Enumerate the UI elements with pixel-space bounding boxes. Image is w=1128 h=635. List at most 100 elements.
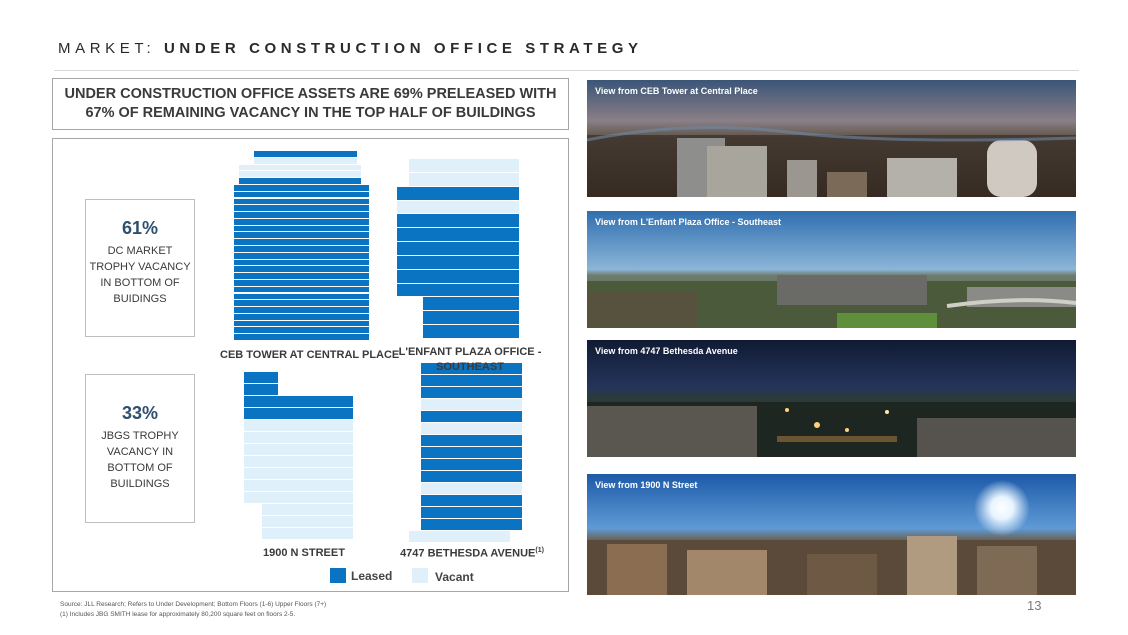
photo-lenfant-view: View from L'Enfant Plaza Office - Southe… [587,211,1076,328]
floor-vacant [421,399,522,410]
legend-leased-swatch [330,568,346,583]
floor-leased [421,519,522,530]
floor-leased [397,214,519,228]
source-text: Source: JLL Research; Refers to Under De… [60,601,327,608]
building-label-1900n: 1900 N STREET [263,547,345,559]
floor-vacant [244,456,353,467]
floor-vacant [421,483,522,494]
stacking-panel [52,138,569,592]
floor-leased [421,435,522,446]
floor-leased [421,387,522,398]
legend-leased-label: Leased [351,569,393,583]
headline-box: UNDER CONSTRUCTION OFFICE ASSETS ARE 69%… [52,78,569,130]
floor-leased [397,255,519,269]
photo-bethesda-view: View from 4747 Bethesda Avenue [587,340,1076,457]
floor-leased [397,242,519,255]
floor-vacant [262,528,353,539]
floor-vacant [262,516,353,527]
floor-leased [234,293,369,300]
floor-vacant [239,164,361,171]
photo-1900n-view: View from 1900 N Street [587,474,1076,595]
building-label-lenfant: L'ENFANT PLAZA OFFICE - SOUTHEAST [398,346,542,373]
floor-leased [421,471,522,482]
title-prefix: MARKET: [58,40,156,57]
floor-vacant [244,432,353,443]
floor-leased [234,212,369,218]
building-1900-n-street [244,372,353,540]
floor-leased [234,279,369,286]
dusk-city-image [587,80,1076,197]
floor-leased [421,447,522,458]
source-footnote: Source: JLL Research; Refers to Under De… [60,600,326,620]
floor-leased [397,283,519,297]
building-label-ceb: CEB TOWER AT CENTRAL PLACE [220,349,400,361]
floor-leased [234,327,369,334]
floor-leased [421,459,522,470]
floor-leased [234,273,369,279]
page-number: 13 [1027,598,1042,613]
floor-vacant [262,504,353,515]
floor-vacant [239,171,361,178]
floor-leased [234,300,369,307]
floor-vacant [244,420,353,431]
floor-leased [234,320,369,327]
photo-caption: View from CEB Tower at Central Place [595,86,758,96]
title-main: UNDER CONSTRUCTION OFFICE STRATEGY [164,40,643,57]
floor-leased [244,372,278,383]
floor-leased [234,259,369,266]
callout-percent: 33% [121,403,159,423]
floor-leased [234,191,369,198]
building-label-4747: 4747 BETHESDA AVENUE(1) [392,547,552,560]
callout-percent: 61% [121,218,159,238]
photo-caption: View from 4747 Bethesda Avenue [595,346,738,356]
building-ceb-tower [234,151,369,341]
floor-leased [254,151,357,157]
floor-leased [234,218,369,225]
floor-vacant [421,423,522,434]
floor-leased [234,307,369,313]
floor-leased [421,411,522,422]
night-town-image [587,340,1076,457]
floor-vacant [244,444,353,455]
floor-leased [234,184,369,191]
footnote-text: (1) Includes JBG SMITH lease for approxi… [60,611,296,618]
floor-leased [244,396,353,407]
callout-jbgs: 33% JBGS TROPHY VACANCY IN BOTTOM OF BUI… [85,374,195,523]
floor-leased [423,297,519,311]
day-city-image [587,211,1076,328]
floor-leased [397,186,519,200]
floor-leased [234,239,369,245]
footnote-marker: (1) [535,547,544,554]
floor-leased [234,252,369,259]
photo-ceb-tower-view: View from CEB Tower at Central Place [587,80,1076,197]
floor-leased [423,311,519,325]
floor-vacant [409,531,510,542]
floor-leased [421,363,522,374]
callout-dc-market: 61% DC MARKET TROPHY VACANCY IN BOTTOM O… [85,199,195,337]
photo-caption: View from 1900 N Street [595,480,698,490]
floor-leased [234,313,369,320]
floor-vacant [397,200,519,214]
floor-leased [423,325,519,338]
floor-leased [234,286,369,293]
floor-leased [234,198,369,205]
floor-leased [234,246,369,252]
floor-leased [397,269,519,283]
floor-leased [234,205,369,212]
legend-vacant-label: Vacant [435,570,474,584]
floor-vacant [254,157,357,164]
floor-leased [234,334,369,340]
title-divider [54,70,1079,71]
callout-text: DC MARKET TROPHY VACANCY IN BOTTOM OF BU… [89,245,191,305]
photo-caption: View from L'Enfant Plaza Office - Southe… [595,217,782,227]
floor-vacant [244,492,353,503]
building-lenfant-plaza [397,159,519,339]
floor-leased [397,228,519,242]
floor-leased [421,375,522,386]
sunny-city-image [587,474,1076,595]
floor-leased [234,225,369,232]
floor-leased [244,408,353,419]
floor-leased [421,495,522,506]
page-title: MARKET: UNDER CONSTRUCTION OFFICE STRATE… [58,40,643,57]
legend-vacant-swatch [412,568,428,583]
